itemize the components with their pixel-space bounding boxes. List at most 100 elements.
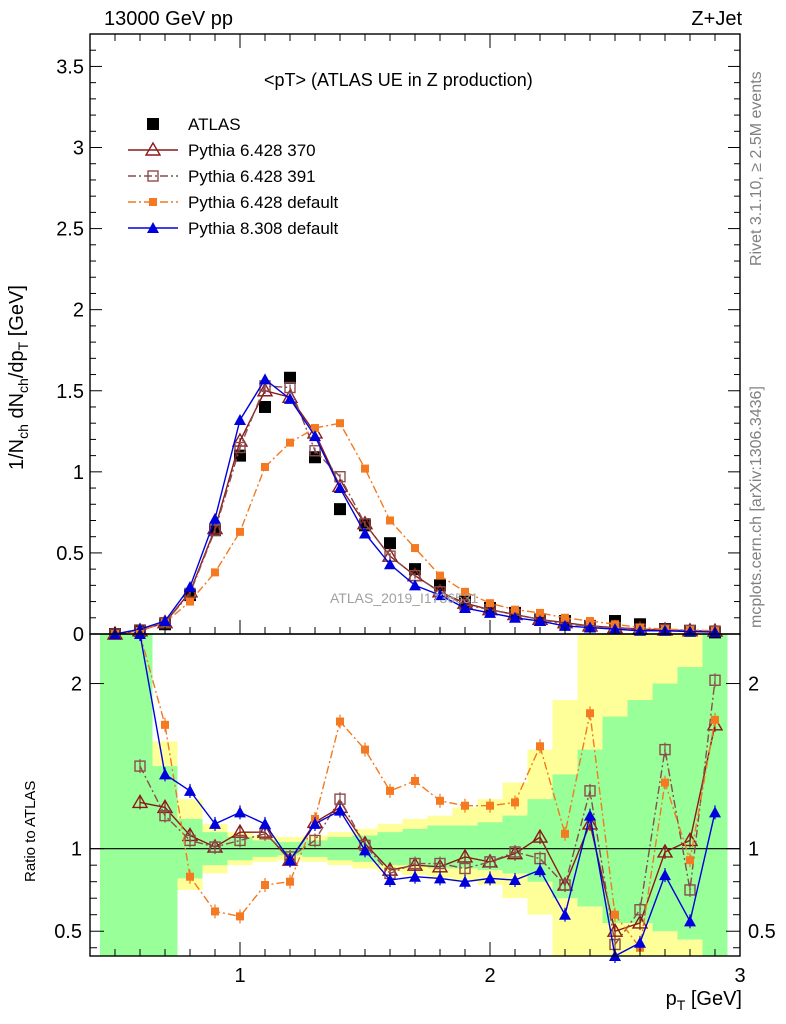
main-y-tick-label: 2.5 — [56, 219, 84, 241]
ratio-data-point — [409, 857, 421, 870]
ratio-data-point — [436, 796, 444, 805]
ratio-data-point — [709, 806, 721, 818]
main-data-point — [334, 503, 346, 516]
ratio-data-point — [559, 908, 571, 920]
main-y-tick-label: 0.5 — [56, 543, 84, 565]
main-data-point — [236, 527, 244, 536]
green-uncertainty-band — [152, 766, 178, 956]
ratio-data-point — [661, 778, 669, 787]
ratio-data-point — [709, 674, 721, 686]
main-data-point — [586, 617, 594, 626]
main-y-tick-label: 1.5 — [56, 381, 84, 403]
main-data-point — [559, 619, 571, 631]
green-uncertainty-band — [702, 634, 728, 956]
ratio-data-point — [684, 915, 696, 927]
main-data-point — [359, 527, 371, 539]
ratio-series-line-1 — [139, 680, 716, 947]
main-data-point — [209, 524, 221, 536]
main-data-point — [336, 419, 344, 428]
main-data-point — [159, 615, 171, 627]
ratio-data-point — [461, 801, 469, 810]
ratio-y-axis-label: Ratio to ATLAS — [22, 780, 39, 882]
header-right-label: Z+Jet — [691, 8, 742, 30]
main-data-point — [534, 615, 546, 627]
ratio-data-point — [686, 856, 694, 865]
ratio-data-point — [581, 815, 599, 830]
legend-entry-2: Pythia 6.428 391 — [128, 167, 316, 186]
ratio-x-tick-label: 1 — [234, 965, 245, 987]
ratio-data-point — [659, 869, 671, 881]
x-axis-label: pT [GeV] — [665, 988, 742, 1013]
ratio-y-tick-label: 2 — [71, 674, 82, 696]
ratio-data-point — [236, 912, 244, 921]
main-data-point — [261, 462, 269, 471]
ratio-data-point — [334, 804, 346, 816]
main-data-point — [461, 587, 469, 596]
ratio-data-point — [536, 742, 544, 751]
ratio-data-point — [309, 834, 321, 847]
main-data-point — [409, 579, 421, 591]
main-data-point — [486, 599, 494, 608]
ratio-data-point — [486, 801, 494, 810]
main-data-point — [209, 512, 221, 524]
ratio-data-point — [134, 760, 146, 772]
green-uncertainty-band — [627, 700, 653, 923]
main-y-tick-label: 1 — [73, 462, 84, 484]
main-data-point — [386, 516, 394, 525]
ratio-data-point — [509, 846, 521, 858]
main-data-point — [186, 597, 194, 606]
ratio-data-point — [284, 854, 296, 866]
main-data-point — [286, 438, 294, 447]
ratio-data-point — [684, 884, 696, 896]
ratio-data-point — [484, 872, 496, 884]
main-data-point — [436, 571, 444, 580]
ratio-data-point — [209, 817, 221, 829]
main-y-tick-label: 0 — [73, 624, 84, 646]
ratio-x-tick-label: 3 — [734, 965, 745, 987]
main-data-point — [434, 589, 446, 601]
main-y-axis-label: 1/Nch dNch/dpT [GeV] — [6, 285, 31, 470]
header-left-label: 13000 GeV pp — [104, 8, 233, 30]
ratio-data-point — [309, 817, 321, 829]
ratio-y-tick-label: 0.5 — [54, 921, 82, 943]
ratio-data-point — [584, 785, 596, 797]
ratio-data-point — [159, 809, 171, 822]
legend-label: Pythia 6.428 391 — [188, 167, 316, 186]
ratio-data-point — [509, 874, 521, 886]
green-uncertainty-band — [502, 815, 528, 874]
ratio-data-point — [711, 715, 719, 724]
ratio-data-point — [184, 834, 196, 847]
legend-label: ATLAS — [188, 115, 241, 134]
legend-label: Pythia 6.428 default — [188, 193, 339, 212]
main-data-point — [361, 464, 369, 473]
ratio-data-point — [386, 786, 394, 795]
rivet-version-label: Rivet 3.1.10, ≥ 2.5M events — [748, 71, 765, 266]
legend-marker — [147, 118, 159, 130]
main-data-point — [384, 558, 396, 570]
ratio-data-point — [434, 857, 446, 870]
ratio-data-point — [459, 875, 471, 887]
main-data-point — [259, 400, 271, 413]
ratio-data-point — [459, 862, 471, 875]
ratio-data-point — [384, 874, 396, 886]
main-data-point — [234, 413, 246, 425]
ratio-data-point — [131, 794, 149, 809]
main-y-tick-label: 3.5 — [56, 56, 84, 78]
ratio-y-tick-label-right: 0.5 — [748, 921, 776, 943]
ratio-data-point — [211, 907, 219, 916]
main-data-point — [284, 381, 296, 394]
ratio-data-point — [261, 880, 269, 889]
legend-marker — [147, 222, 159, 233]
legend-entry-3: Pythia 6.428 default — [128, 193, 339, 212]
green-uncertainty-band — [100, 634, 128, 956]
legend-entry-4: Pythia 8.308 default — [128, 219, 339, 238]
ratio-y-tick-label-right: 2 — [748, 674, 759, 696]
ratio-data-point — [606, 922, 624, 937]
ratio-data-point — [409, 870, 421, 882]
main-y-tick-label: 2 — [73, 300, 84, 322]
main-data-point — [311, 424, 319, 433]
ratio-data-point — [184, 784, 196, 796]
ratio-x-tick-label: 2 — [484, 965, 495, 987]
main-data-point — [459, 602, 471, 614]
main-data-point — [234, 441, 246, 454]
